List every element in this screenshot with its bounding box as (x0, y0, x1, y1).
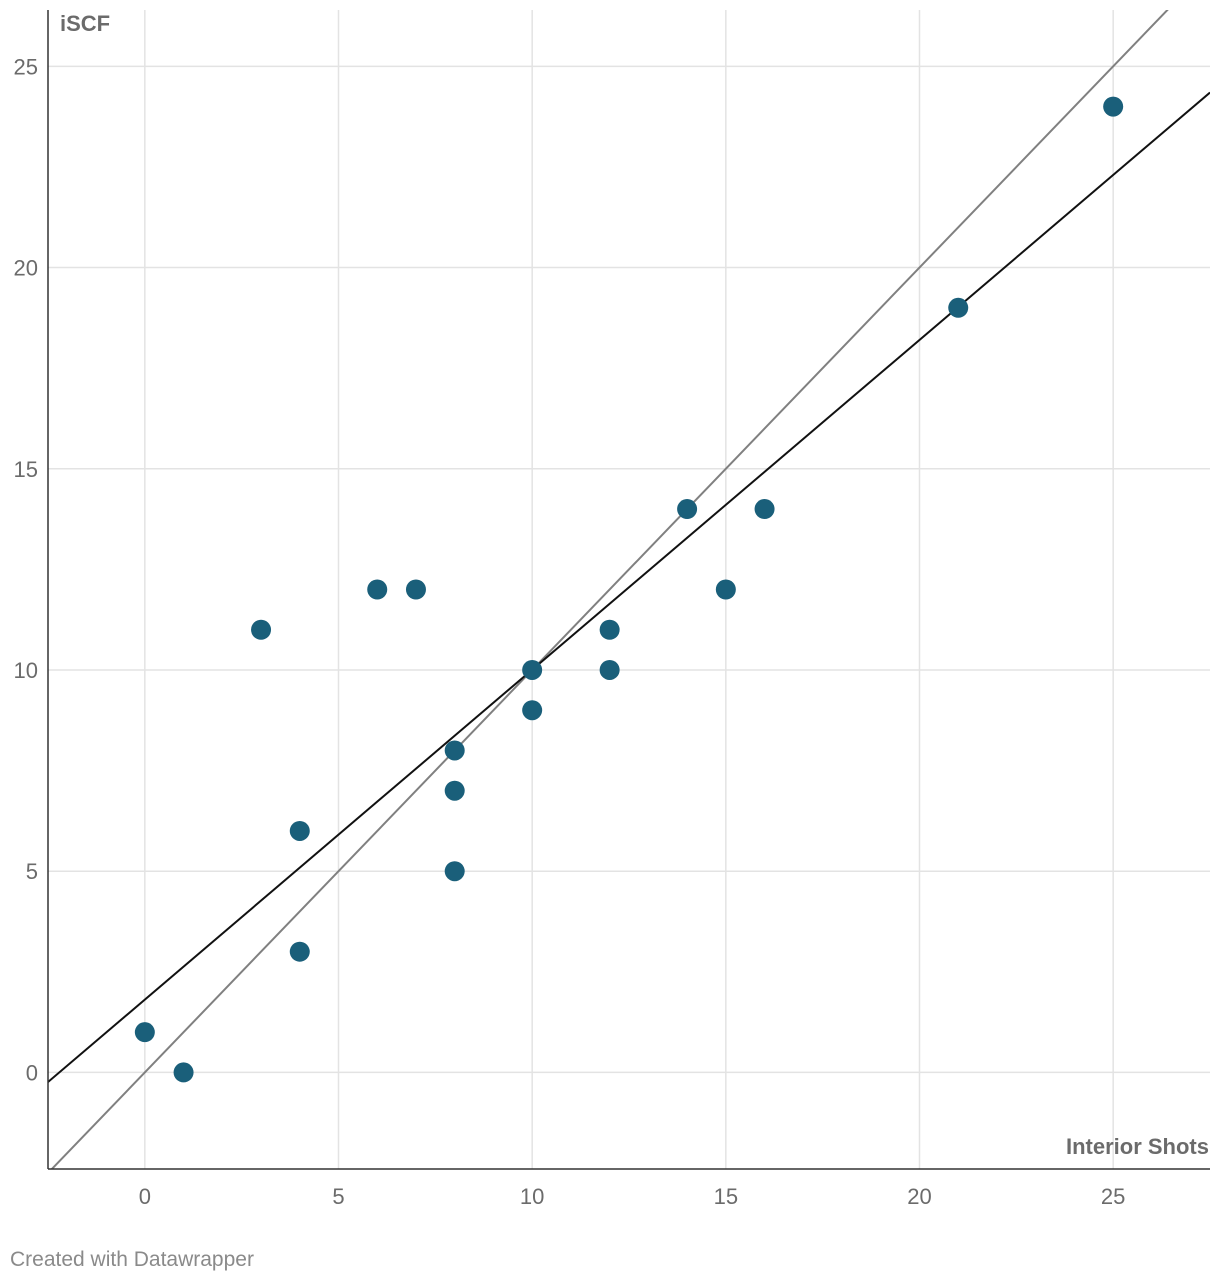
y-tick-label: 25 (14, 54, 38, 79)
grid-lines (48, 10, 1210, 1169)
x-tick-label: 25 (1101, 1184, 1125, 1209)
data-point (367, 579, 388, 600)
data-point (754, 499, 775, 520)
data-point (599, 659, 620, 680)
data-point (444, 740, 465, 761)
data-point (173, 1062, 194, 1083)
data-point (948, 297, 969, 318)
credit-footer: Created with Datawrapper (10, 1248, 254, 1271)
trend-line (48, 91, 1210, 1083)
data-point (444, 861, 465, 882)
scatter-chart: 0 5 10 15 20 25 0 5 10 15 20 25 iSCF Interior Shots (14, 10, 1210, 1209)
y-axis-title: iSCF (60, 11, 110, 36)
data-point (134, 1022, 155, 1043)
reference-lines (48, 10, 1210, 1169)
data-point (715, 579, 736, 600)
y-tick-label: 10 (14, 658, 38, 683)
data-points (134, 96, 1124, 1083)
axes (47, 10, 1210, 1170)
x-tick-label: 20 (907, 1184, 931, 1209)
tick-labels: 0 5 10 15 20 25 0 5 10 15 20 25 (14, 54, 1126, 1209)
data-point (1103, 96, 1124, 117)
data-point (522, 700, 543, 721)
x-tick-label: 0 (139, 1184, 151, 1209)
data-point (289, 941, 310, 962)
y-tick-label: 0 (26, 1060, 38, 1085)
y-tick-label: 15 (14, 457, 38, 482)
data-point (251, 619, 272, 640)
data-point (677, 499, 698, 520)
y-tick-label: 20 (14, 256, 38, 281)
data-point (522, 659, 543, 680)
identity-line (50, 10, 1169, 1169)
x-axis-title: Interior Shots (1066, 1134, 1209, 1159)
data-point (599, 619, 620, 640)
x-tick-label: 10 (520, 1184, 544, 1209)
data-point (405, 579, 426, 600)
x-tick-label: 5 (332, 1184, 344, 1209)
data-point (444, 780, 465, 801)
y-tick-label: 5 (26, 859, 38, 884)
data-point (289, 820, 310, 841)
x-tick-label: 15 (714, 1184, 738, 1209)
